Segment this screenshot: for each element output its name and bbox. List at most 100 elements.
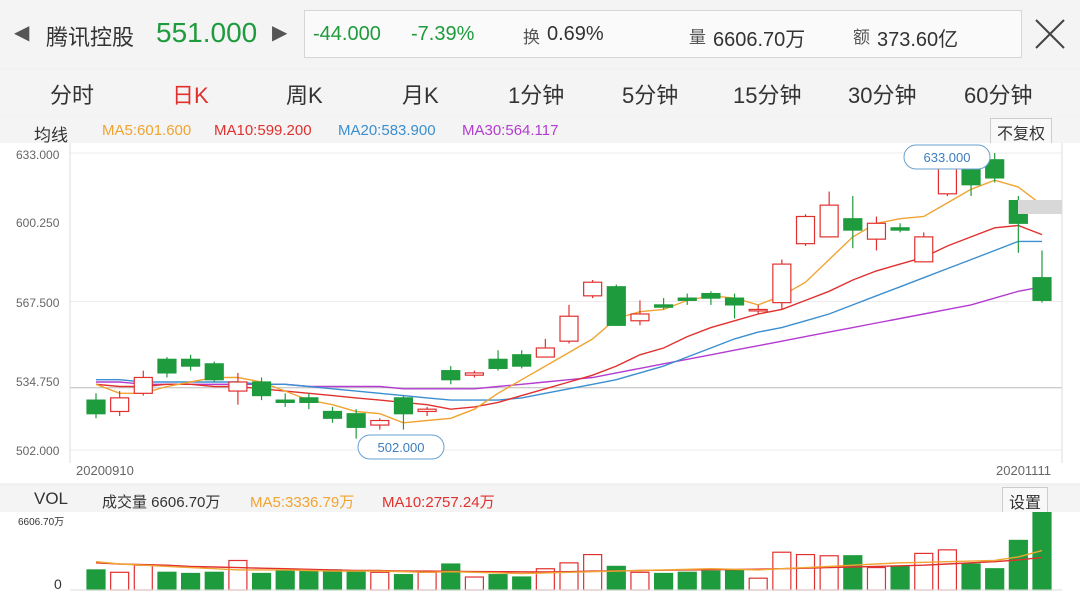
candle-body <box>606 286 626 326</box>
candle-body <box>772 263 792 304</box>
candle-body <box>795 215 816 245</box>
ma30-legend: MA30:564.117 <box>462 122 559 139</box>
volume-bar <box>441 563 461 591</box>
volume-bar <box>370 571 390 591</box>
volume-bar <box>157 571 177 591</box>
candle-body <box>701 292 721 299</box>
candle-body <box>204 363 224 381</box>
candle-body <box>843 218 863 231</box>
candle-body <box>653 304 674 308</box>
volume-bar <box>559 562 579 591</box>
tab-daily-k[interactable]: 日K <box>172 83 209 108</box>
candle <box>748 304 768 314</box>
candle-body <box>441 370 461 381</box>
volume-bar <box>890 565 910 591</box>
volume-bar <box>866 566 887 591</box>
candle <box>181 354 201 371</box>
scroll-handle[interactable] <box>1018 200 1062 214</box>
candle <box>299 393 319 410</box>
candle-body <box>819 204 839 238</box>
tab-5min[interactable]: 5分钟 <box>622 83 679 108</box>
prev-arrow-icon[interactable]: ◀ <box>14 22 30 44</box>
ma20-legend: MA20:583.900 <box>338 122 436 139</box>
candle <box>701 291 721 305</box>
volume-bar <box>228 559 248 591</box>
stock-name: 腾讯控股 <box>46 25 135 50</box>
candle-body <box>677 297 697 301</box>
candle <box>441 366 461 385</box>
volume-bar <box>985 568 1005 591</box>
volume-bar <box>772 551 792 591</box>
candle <box>110 391 130 416</box>
period-tabs: 分时 日K 周K 月K 1分钟 5分钟 15分钟 30分钟 60分钟 <box>0 70 1080 116</box>
volume-bar <box>606 565 626 591</box>
ma5-line <box>95 179 1043 424</box>
volume-bar <box>914 552 934 591</box>
candle <box>464 370 484 378</box>
x-start-label: 20200910 <box>76 463 134 478</box>
candle <box>914 232 934 263</box>
volume-bar <box>1008 539 1028 591</box>
candle-body <box>110 397 130 413</box>
volume-bar <box>133 564 153 591</box>
next-arrow-icon[interactable]: ▶ <box>272 22 288 44</box>
kline-chart[interactable]: 633.000 600.250 567.500 534.750 502.000 … <box>0 143 1080 483</box>
turnover-label: 换 <box>523 28 540 47</box>
candle-body <box>133 376 153 394</box>
tab-15min[interactable]: 15分钟 <box>733 83 802 108</box>
candle-body <box>370 419 390 426</box>
tab-30min[interactable]: 30分钟 <box>848 83 917 108</box>
vol-ma5-legend: MA5:3336.79万 <box>250 494 355 511</box>
candle-body <box>488 358 508 369</box>
tab-60min[interactable]: 60分钟 <box>964 83 1033 108</box>
stock-price: 551.000 <box>156 17 258 48</box>
turnover-value: 0.69% <box>547 23 604 45</box>
candle <box>724 293 745 319</box>
candle-body <box>535 347 555 358</box>
settings-button[interactable]: 设置 <box>1002 487 1049 515</box>
tab-monthly-k[interactable]: 月K <box>402 83 439 108</box>
candle <box>346 409 366 439</box>
candle <box>535 338 555 358</box>
volume-chart[interactable]: 6606.70万 0 <box>0 512 1080 607</box>
y-tick-label: 534.750 <box>16 375 60 389</box>
candle-body <box>866 222 887 240</box>
candle-body <box>583 281 603 297</box>
tab-time-share[interactable]: 分时 <box>50 83 95 108</box>
volume-bar <box>464 576 484 591</box>
volume-bar <box>724 569 745 591</box>
candle-body <box>228 381 248 392</box>
low-price-label: 502.000 <box>378 440 425 455</box>
y-tick-label: 633.000 <box>16 148 60 162</box>
candle-body <box>86 399 106 415</box>
volume-bar <box>110 571 130 591</box>
tab-1min[interactable]: 1分钟 <box>508 83 565 108</box>
candle-body <box>181 358 201 367</box>
volume-bar <box>748 577 768 591</box>
volume-bar <box>393 574 414 591</box>
candle-body <box>346 413 366 428</box>
vol-ma10-legend: MA10:2757.24万 <box>382 494 495 511</box>
y-tick-label: 600.250 <box>16 216 60 230</box>
price-change: -44.000 <box>313 23 381 45</box>
adjust-button[interactable]: 不复权 <box>990 118 1053 146</box>
candle <box>275 393 295 407</box>
tab-weekly-k[interactable]: 周K <box>286 83 323 108</box>
candle-body <box>1032 277 1052 301</box>
candle <box>228 372 248 405</box>
candle <box>322 406 343 423</box>
candle-body <box>299 397 319 403</box>
candle <box>133 370 153 396</box>
stock-header: ◀ 腾讯控股 551.000 ▶ -44.000 -7.39% 换 0.69% … <box>0 0 1080 68</box>
high-price-label: 633.000 <box>924 150 971 165</box>
close-icon[interactable] <box>1030 14 1070 54</box>
candle <box>985 153 1005 183</box>
candle <box>630 300 650 326</box>
y-tick-label: 567.500 <box>16 296 60 310</box>
price-change-percent: -7.39% <box>411 23 475 45</box>
low-price-callout: 502.000 <box>357 434 445 460</box>
quote-summary: -44.000 -7.39% 换 0.69% 量 6606.70万 额 373.… <box>304 10 1022 58</box>
candle <box>488 350 508 371</box>
candle <box>653 298 674 310</box>
vol-max-label: 6606.70万 <box>18 517 64 528</box>
